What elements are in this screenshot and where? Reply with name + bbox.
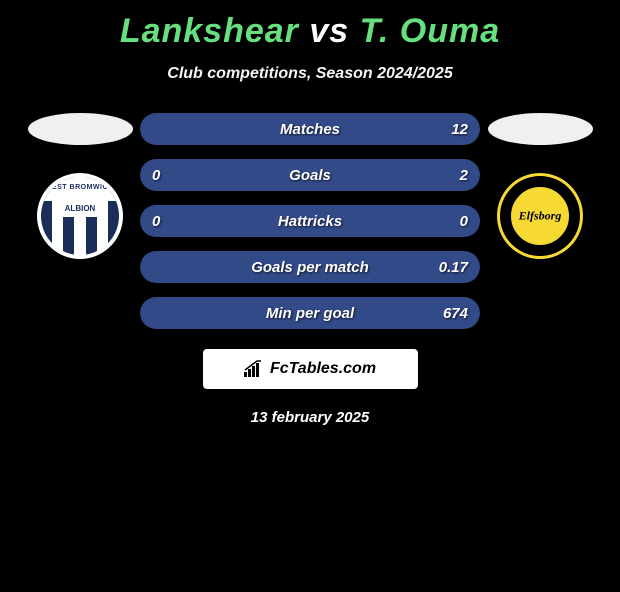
stat-value-left: 0 xyxy=(152,213,160,230)
stat-row: Matches 12 xyxy=(140,113,480,145)
stat-value-right: 0.17 xyxy=(439,259,468,276)
date-text: 13 february 2025 xyxy=(0,409,620,426)
stat-label: Hattricks xyxy=(278,213,342,230)
title-player1: Lankshear xyxy=(120,12,299,50)
stat-row: 0 Hattricks 0 xyxy=(140,205,480,237)
stat-label: Matches xyxy=(280,121,340,138)
stat-value-right: 674 xyxy=(443,305,468,322)
right-player-column xyxy=(480,113,600,259)
title-vs: vs xyxy=(309,12,349,50)
stat-rows: Matches 12 0 Goals 2 0 Hattricks 0 Goals per mat… xyxy=(140,113,480,329)
left-player-column xyxy=(20,113,140,259)
page-title: Lankshear vs T. Ouma xyxy=(0,12,620,51)
title-player2: T. Ouma xyxy=(360,12,501,50)
chart-icon xyxy=(244,360,264,378)
stat-value-right: 2 xyxy=(460,167,468,184)
stats-area: Matches 12 0 Goals 2 0 Hattricks 0 Goals per mat… xyxy=(0,113,620,329)
right-ellipse xyxy=(488,113,593,145)
stat-value-right: 12 xyxy=(451,121,468,138)
brand-footer[interactable]: FcTables.com xyxy=(203,349,418,389)
subtitle: Club competitions, Season 2024/2025 xyxy=(0,65,620,83)
stat-value-left: 0 xyxy=(152,167,160,184)
stat-value-right: 0 xyxy=(460,213,468,230)
stat-label: Goals xyxy=(289,167,331,184)
stat-label: Goals per match xyxy=(251,259,369,276)
stat-label: Min per goal xyxy=(266,305,354,322)
stat-row: Min per goal 674 xyxy=(140,297,480,329)
stat-row: Goals per match 0.17 xyxy=(140,251,480,283)
brand-text: FcTables.com xyxy=(270,360,376,378)
team-badge-west-brom xyxy=(37,173,123,259)
stat-row: 0 Goals 2 xyxy=(140,159,480,191)
team-badge-elfsborg xyxy=(497,173,583,259)
comparison-card: Lankshear vs T. Ouma Club competitions, … xyxy=(0,12,620,426)
left-ellipse xyxy=(28,113,133,145)
